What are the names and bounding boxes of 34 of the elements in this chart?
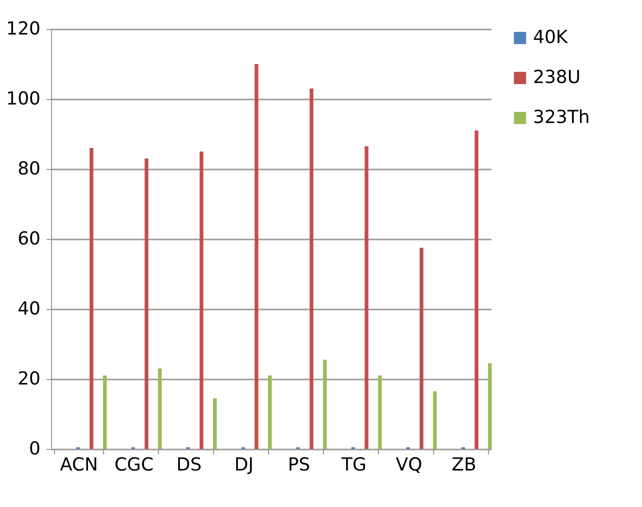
bar [474, 130, 478, 449]
x-tick-label: ZB [452, 454, 476, 476]
y-tick-label: 0 [29, 438, 40, 460]
bar [378, 376, 382, 449]
x-tick-label: VQ [396, 454, 422, 476]
x-tick-label: DS [176, 454, 202, 476]
bar [213, 398, 217, 449]
y-tick-label: 120 [6, 18, 40, 40]
bar [158, 368, 162, 449]
x-tick-label: DJ [234, 454, 254, 476]
bar [420, 248, 424, 449]
x-tick-label: PS [288, 454, 310, 476]
y-tick-label: 60 [18, 228, 40, 250]
bar [200, 152, 204, 449]
bar [310, 88, 314, 449]
x-tick-label: TG [340, 454, 366, 476]
bar [144, 158, 148, 449]
legend-label: 238U [533, 67, 581, 88]
y-tick-label: 80 [18, 158, 40, 180]
bar [364, 146, 368, 449]
bar [103, 376, 107, 449]
y-tick-label: 100 [6, 88, 40, 110]
bar [254, 64, 258, 449]
bar [433, 391, 437, 449]
x-tick-label: CGC [114, 454, 154, 476]
legend-label: 323Th [533, 107, 590, 128]
x-tick-label: ACN [60, 454, 98, 476]
bar [323, 360, 327, 449]
y-tick-label: 20 [18, 368, 40, 390]
legend-label: 40K [533, 27, 569, 48]
bar [488, 363, 492, 449]
bar [268, 376, 272, 449]
y-tick-label: 40 [18, 298, 40, 320]
bar [90, 148, 94, 449]
